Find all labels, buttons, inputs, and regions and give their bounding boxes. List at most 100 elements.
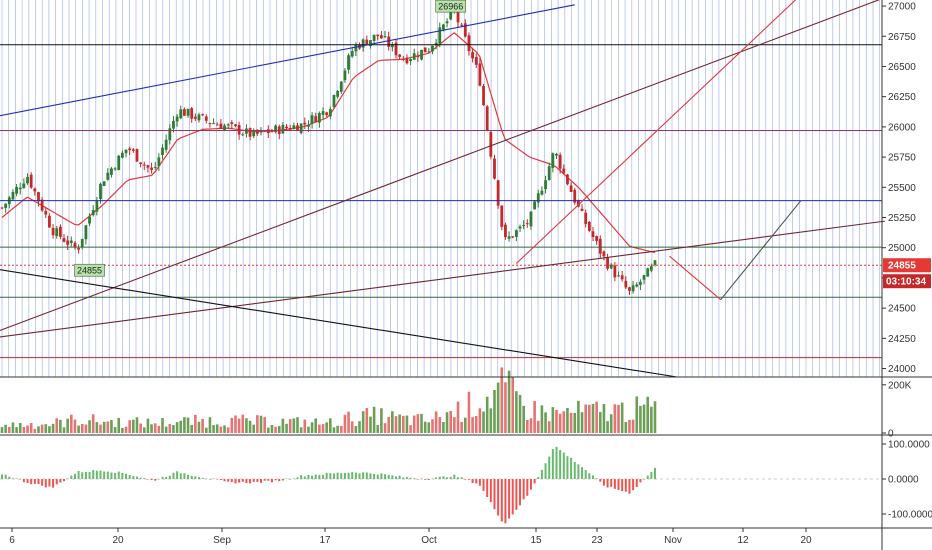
oscillator-bar: [584, 470, 587, 479]
volume-bar: [281, 418, 285, 433]
current-price-badge: [883, 258, 931, 273]
volume-bar: [106, 421, 110, 433]
volume-bar: [642, 404, 646, 433]
oscillator-bar: [449, 476, 452, 479]
oscillator-bar: [329, 473, 332, 479]
time-tick-label: 12: [737, 535, 749, 546]
candle-body: [504, 224, 507, 238]
trendline-drawings: 26966 24855: [0, 0, 885, 378]
volume-bar: [70, 414, 73, 433]
candle-body: [536, 193, 540, 203]
oscillator-bar: [435, 477, 438, 479]
volume-bar: [595, 401, 598, 433]
volume-bar: [223, 425, 226, 433]
oscillator-bar: [110, 472, 113, 479]
oscillator-bar: [384, 474, 387, 479]
candle-body: [635, 284, 639, 287]
candle-body: [372, 34, 376, 42]
candle-body: [547, 166, 551, 181]
oscillator-bar: [482, 479, 485, 491]
candle-body: [255, 129, 259, 134]
oscillator-bar: [471, 479, 474, 483]
candle-body: [266, 129, 270, 134]
volume-bar: [245, 418, 248, 433]
candle-body: [471, 52, 474, 59]
volume-bar: [602, 403, 606, 433]
oscillator-bar: [555, 446, 558, 479]
candle-body: [186, 108, 190, 116]
price-tick-label: 25000: [888, 243, 916, 254]
volume-bar: [274, 426, 277, 433]
oscillator-bar: [613, 479, 616, 489]
candle-body: [128, 148, 132, 151]
oscillator-bar: [37, 479, 40, 485]
candle-body: [95, 200, 99, 212]
candle-body: [48, 215, 51, 228]
candle-body: [234, 124, 237, 127]
candle-body: [624, 280, 628, 288]
volume-bar: [267, 427, 270, 433]
candle-body: [204, 116, 208, 121]
volume-bar: [442, 422, 445, 433]
volume-bar: [646, 396, 650, 433]
candle-body: [555, 153, 558, 156]
candle-body: [175, 116, 179, 122]
oscillator-bar: [303, 476, 306, 479]
candle-body: [44, 211, 48, 215]
candle-body: [533, 201, 537, 210]
moving-average-line: [1, 32, 656, 254]
oscillator-bar: [15, 478, 18, 479]
candle-body: [343, 70, 347, 81]
candle-body: [467, 35, 471, 52]
volume-bar: [241, 414, 245, 433]
candle-body: [591, 231, 595, 238]
candle-body: [55, 228, 59, 237]
volume-bar: [146, 418, 150, 433]
volume-bar: [325, 422, 328, 433]
oscillator-bar: [245, 479, 248, 484]
oscillator-bar: [508, 479, 511, 519]
volume-bar: [288, 419, 292, 433]
candle-body: [387, 36, 391, 47]
oscillator-bar: [497, 479, 500, 516]
candle-body: [529, 211, 533, 227]
oscillator-bar: [332, 473, 335, 479]
volume-bar: [555, 409, 558, 433]
oscillator-bar: [646, 475, 649, 479]
volume-bar: [558, 413, 562, 433]
oscillator-bar: [526, 479, 529, 496]
oscillator-bar: [500, 479, 503, 522]
oscillator-bar: [351, 472, 354, 479]
oscillator-bar: [30, 479, 33, 485]
oscillator-bar: [424, 479, 427, 480]
candle-body: [493, 158, 496, 179]
volume-bar: [59, 419, 62, 433]
volume-bar: [449, 410, 453, 433]
volume-bar: [128, 420, 131, 433]
oscillator-bar: [628, 479, 631, 494]
oscillator-bar: [624, 479, 627, 492]
candle-body: [139, 162, 143, 165]
volume-bar: [4, 424, 7, 433]
oscillator-bar: [194, 476, 197, 479]
price-tick-label: 24000: [888, 364, 916, 375]
volume-bar: [77, 425, 80, 433]
volume-bar: [598, 412, 602, 433]
volume-bar: [66, 418, 69, 433]
candle-body: [412, 53, 416, 60]
horizontal-levels: [0, 44, 882, 359]
oscillator-bar: [154, 479, 157, 481]
oscillator-bar: [103, 471, 106, 479]
candle-body: [223, 125, 226, 130]
candle-body: [628, 287, 631, 291]
volume-bar: [237, 418, 241, 433]
oscillator-bar: [570, 457, 573, 479]
oscillator-bar: [4, 474, 7, 479]
volume-bar: [533, 401, 536, 433]
volume-bar: [310, 422, 314, 433]
volume-bar: [88, 420, 91, 433]
time-tick-label: 17: [319, 535, 331, 546]
volume-bar: [37, 426, 40, 433]
